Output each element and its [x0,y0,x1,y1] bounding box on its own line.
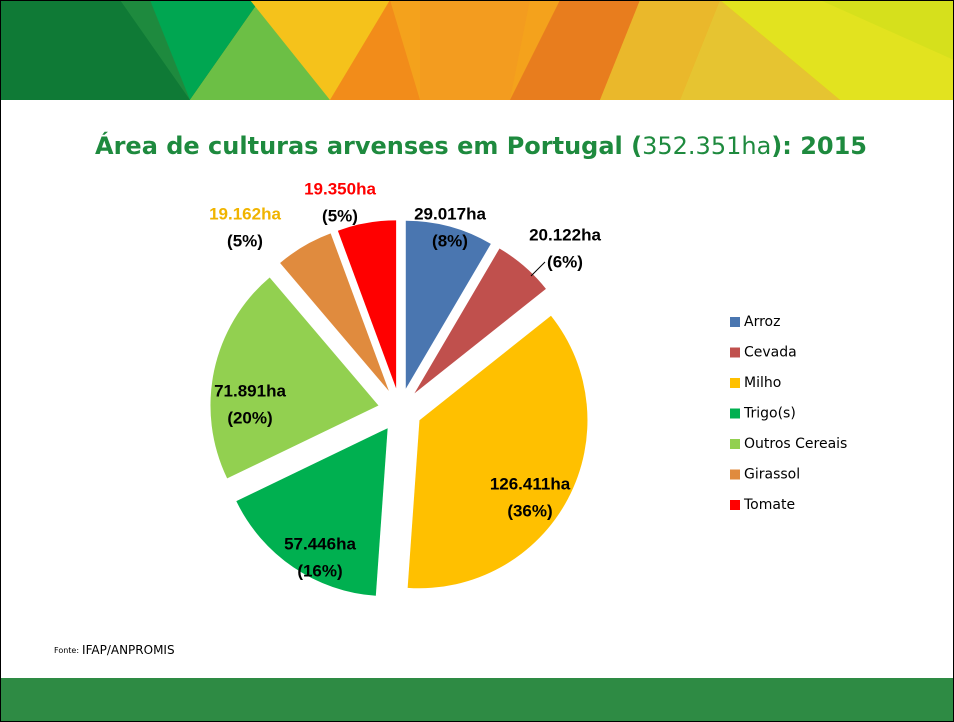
value-label: 57.446ha [284,534,356,553]
slide: Área de culturas arvenses em Portugal (3… [0,0,954,722]
background [0,0,954,722]
percent-label: (20%) [227,408,272,427]
legend-swatch [730,317,740,327]
title-part: Área de culturas arvenses em Portugal ( [95,131,642,160]
legend-label: Outros Cereais [744,436,847,452]
chart-title: Área de culturas arvenses em Portugal (3… [95,131,867,160]
source: IFAP/ANPROMIS [82,643,175,657]
legend-swatch [730,378,740,388]
legend-label: Milho [744,375,781,391]
legend-label: Tomate [743,497,795,513]
percent-label: (36%) [507,501,552,520]
page: Área de culturas arvenses em Portugal (3… [0,0,954,722]
percent-label: (16%) [297,561,342,580]
legend-swatch [730,439,740,449]
percent-label: (5%) [227,231,263,250]
legend-swatch [730,409,740,419]
value-label: 29.017ha [414,204,486,223]
value-label: 19.350ha [304,179,376,198]
legend-label: Trigo(s) [743,406,796,422]
value-label: 19.162ha [209,204,281,223]
legend-label: Cevada [744,345,797,361]
percent-label: (8%) [432,231,468,250]
legend-swatch [730,348,740,358]
source-note: Fonte:IFAP/ANPROMIS [54,643,175,657]
legend-swatch [730,500,740,510]
footer-band [0,678,954,722]
legend-label: Girassol [744,467,800,483]
value-label: 71.891ha [214,381,286,400]
percent-label: (5%) [322,206,358,225]
value-label: 20.122ha [529,225,601,244]
legend-label: Arroz [744,314,780,330]
title-part: ): 2015 [771,132,867,160]
source-prefix: Fonte: [54,646,79,655]
header-band [0,0,954,100]
legend-swatch [730,470,740,480]
title-part: 352.351ha [642,132,771,160]
value-label: 126.411ha [490,474,571,493]
percent-label: (6%) [547,252,583,271]
